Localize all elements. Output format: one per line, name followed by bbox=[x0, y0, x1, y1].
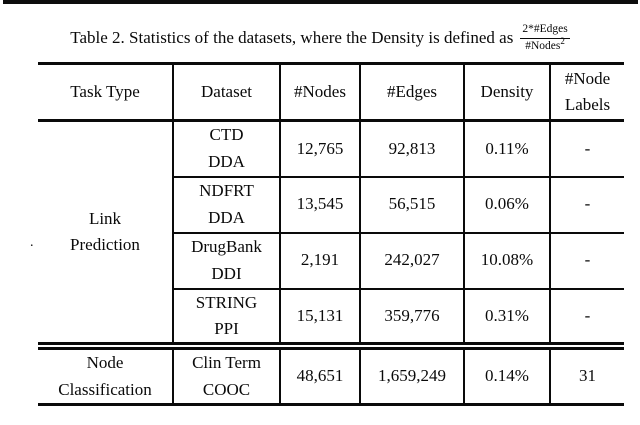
cell-edges: 242,027 bbox=[359, 232, 464, 290]
cell-dataset: CTD DDA bbox=[172, 120, 280, 178]
cell-edges: 92,813 bbox=[359, 120, 464, 178]
column-header-edges: #Edges bbox=[359, 63, 464, 122]
formula-numerator: 2*#Edges bbox=[520, 23, 570, 39]
cell-density: 10.08% bbox=[463, 232, 550, 290]
table-caption: Table 2. Statistics of the datasets, whe… bbox=[0, 18, 640, 58]
cell-dataset: STRING PPI bbox=[172, 288, 280, 348]
cell-edges: 1,659,249 bbox=[359, 342, 464, 405]
column-header-task-type: Task Type bbox=[38, 63, 173, 122]
table-row: Node Classification Clin Term COOC 48,65… bbox=[38, 342, 624, 405]
cell-nodes: 12,765 bbox=[279, 120, 360, 178]
cell-task-type-link-prediction: Link Prediction bbox=[38, 120, 173, 348]
table-row: STRING PPI 15,131 359,776 0.31% - bbox=[38, 288, 624, 348]
table-row: NDFRT DDA 13,545 56,515 0.06% - bbox=[38, 176, 624, 234]
cell-dataset: DrugBank DDI bbox=[172, 232, 280, 290]
cell-node-labels: - bbox=[549, 176, 624, 234]
cell-edges: 359,776 bbox=[359, 288, 464, 348]
formula-denominator: #Nodes2 bbox=[525, 35, 565, 54]
cell-node-labels: 31 bbox=[549, 342, 624, 405]
cell-dataset: NDFRT DDA bbox=[172, 176, 280, 234]
cell-nodes: 2,191 bbox=[279, 232, 360, 290]
header-row: Task Type Dataset #Nodes #Edges Density … bbox=[38, 63, 624, 122]
cell-density: 0.14% bbox=[463, 342, 550, 405]
page-top-rule bbox=[3, 0, 638, 4]
cell-edges: 56,515 bbox=[359, 176, 464, 234]
column-header-node-labels: #Node Labels bbox=[549, 63, 624, 122]
table-row: DrugBank DDI 2,191 242,027 10.08% - bbox=[38, 232, 624, 290]
cell-nodes: 15,131 bbox=[279, 288, 360, 348]
table-row: Link Prediction CTD DDA 12,765 92,813 0.… bbox=[38, 120, 624, 348]
stray-dot: . bbox=[30, 235, 34, 250]
caption-text: Table 2. Statistics of the datasets, whe… bbox=[70, 28, 514, 47]
cell-density: 0.31% bbox=[463, 288, 550, 348]
cell-dataset: Clin Term COOC bbox=[172, 342, 280, 405]
cell-density: 0.11% bbox=[463, 120, 550, 178]
cell-node-labels: - bbox=[549, 232, 624, 290]
column-header-nodes: #Nodes bbox=[279, 63, 360, 122]
column-header-dataset: Dataset bbox=[172, 63, 280, 122]
column-header-density: Density bbox=[463, 63, 550, 122]
cell-node-labels: - bbox=[549, 120, 624, 178]
cell-task-type-node-classification: Node Classification bbox=[38, 342, 173, 405]
cell-density: 0.06% bbox=[463, 176, 550, 234]
statistics-table: Task Type Dataset #Nodes #Edges Density … bbox=[38, 62, 624, 406]
formula-denominator-exponent: 2 bbox=[560, 35, 565, 46]
formula-denominator-base: #Nodes bbox=[525, 39, 561, 52]
cell-nodes: 48,651 bbox=[279, 342, 360, 405]
cell-nodes: 13,545 bbox=[279, 176, 360, 234]
density-formula: 2*#Edges #Nodes2 bbox=[520, 23, 570, 54]
cell-node-labels: - bbox=[549, 288, 624, 348]
